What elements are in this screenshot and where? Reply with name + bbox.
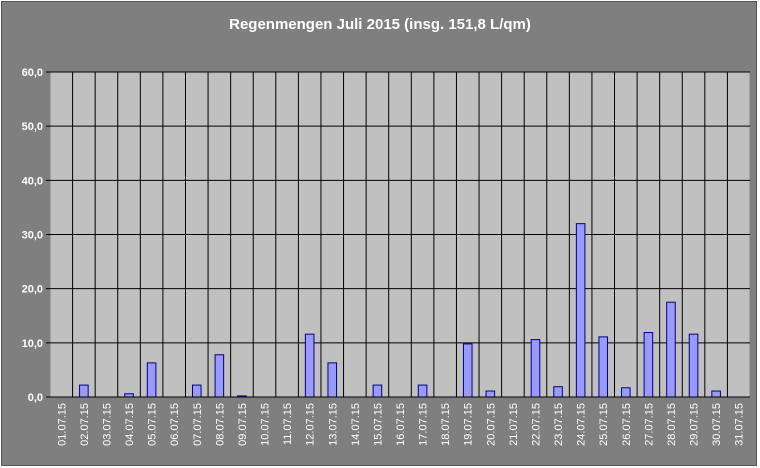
x-tick-label: 27.07.15 — [643, 403, 655, 446]
y-tick-label: 20,0 — [22, 284, 43, 296]
x-tick-label: 01.07.15 — [56, 403, 68, 446]
bar — [191, 384, 202, 398]
x-tick-label: 16.07.15 — [395, 403, 407, 446]
y-tick-label: 30,0 — [22, 230, 43, 242]
x-tick-label: 02.07.15 — [79, 403, 91, 446]
chart-title: Regenmengen Juli 2015 (insg. 151,8 L/qm) — [229, 16, 531, 33]
bar — [304, 333, 315, 398]
x-tick-label: 14.07.15 — [350, 403, 362, 446]
x-tick-label: 29.07.15 — [689, 403, 701, 446]
bar — [417, 384, 428, 398]
bar — [666, 301, 676, 398]
x-tick-label: 03.07.15 — [101, 403, 113, 446]
x-tick-label: 07.07.15 — [192, 403, 204, 446]
y-tick-label: 60,0 — [22, 67, 43, 79]
bar — [711, 390, 721, 398]
bar — [485, 390, 496, 398]
bar — [575, 223, 586, 398]
y-tick-label: 0,0 — [28, 392, 43, 404]
x-tick-label: 09.07.15 — [237, 403, 249, 446]
x-tick-label: 19.07.15 — [463, 403, 475, 446]
x-tick-label: 26.07.15 — [621, 403, 633, 446]
bar — [598, 336, 609, 398]
x-tick-label: 31.07.15 — [734, 403, 746, 446]
x-tick-label: 11.07.15 — [282, 403, 294, 445]
x-tick-label: 22.07.15 — [530, 403, 542, 446]
x-tick-label: 30.07.15 — [711, 403, 723, 446]
y-tick-label: 40,0 — [22, 175, 43, 187]
x-tick-label: 04.07.15 — [124, 403, 136, 446]
x-tick-label: 28.07.15 — [666, 403, 678, 446]
bar — [530, 339, 541, 398]
bar — [79, 384, 89, 398]
x-tick-label: 23.07.15 — [553, 403, 565, 446]
x-tick-label: 20.07.15 — [485, 403, 497, 446]
bar — [688, 333, 699, 398]
x-tick-label: 25.07.15 — [598, 403, 610, 446]
bar — [553, 386, 563, 398]
bar — [621, 387, 631, 398]
x-tick-label: 21.07.15 — [508, 403, 520, 446]
x-tick-label: 10.07.15 — [260, 403, 272, 446]
bar — [146, 362, 157, 398]
y-tick-label: 50,0 — [22, 121, 43, 133]
bar — [462, 343, 473, 398]
x-tick-label: 05.07.15 — [147, 403, 159, 446]
x-tick-label: 24.07.15 — [576, 403, 588, 446]
bar — [214, 354, 225, 398]
x-tick-label: 06.07.15 — [169, 403, 181, 446]
bar — [643, 332, 654, 398]
bar — [372, 384, 383, 398]
x-tick-label: 08.07.15 — [214, 403, 226, 446]
x-tick-label: 18.07.15 — [440, 403, 452, 446]
bar — [327, 362, 338, 398]
x-tick-label: 12.07.15 — [305, 403, 317, 446]
y-tick-label: 10,0 — [22, 338, 43, 350]
x-tick-label: 17.07.15 — [418, 403, 430, 446]
x-tick-label: 15.07.15 — [372, 403, 384, 446]
x-tick-label: 13.07.15 — [327, 403, 339, 446]
